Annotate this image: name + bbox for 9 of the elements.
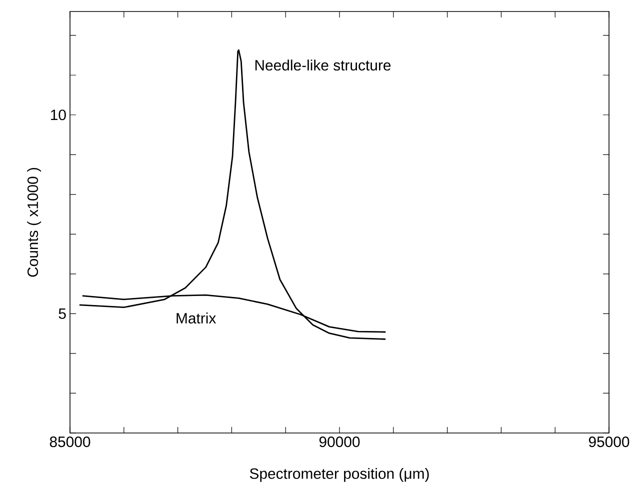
x-tick-label: 90000	[319, 436, 360, 448]
x-tick-label: 95000	[588, 436, 630, 448]
series-label: Needle-like structure	[255, 60, 391, 71]
series-label: Matrix	[176, 312, 216, 324]
y-axis-title: Counts ( x1000 )	[27, 168, 42, 277]
y-tick-label: 5	[58, 308, 66, 319]
y-tick-label: 10	[51, 110, 66, 120]
x-axis-title: Spectrometer position (μm)	[250, 468, 429, 482]
x-tick-label: 85000	[50, 436, 90, 448]
